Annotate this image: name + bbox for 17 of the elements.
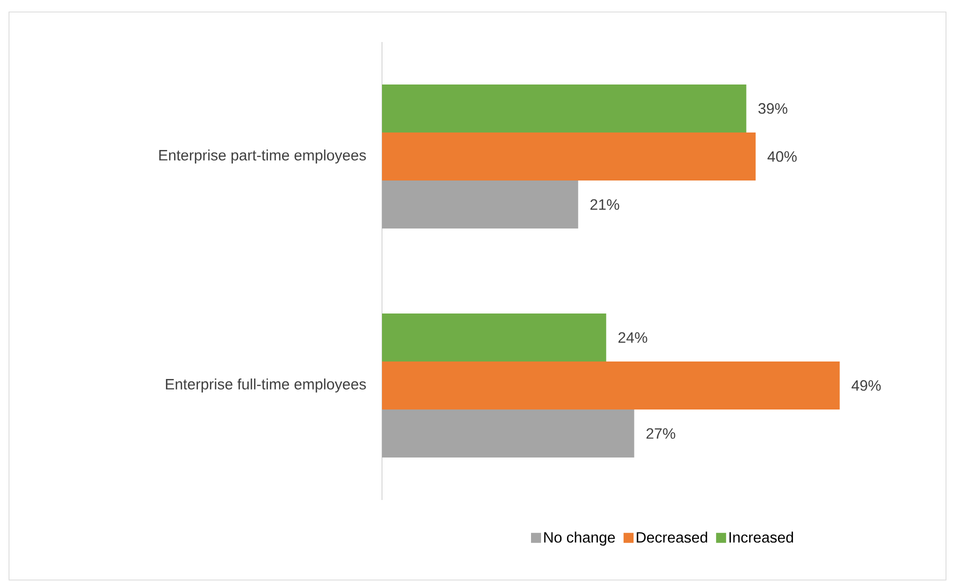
bar bbox=[382, 180, 578, 228]
data-label: 24% bbox=[618, 332, 648, 343]
bar bbox=[382, 313, 606, 362]
data-label: 40% bbox=[768, 151, 797, 162]
y-tick-label: Enterprise full-time employees bbox=[166, 378, 366, 392]
data-label: 39% bbox=[758, 103, 788, 114]
data-label: 49% bbox=[852, 380, 881, 391]
legend-label: Decreased bbox=[636, 532, 708, 543]
legend-label: No change bbox=[544, 532, 615, 546]
data-label: 27% bbox=[646, 428, 676, 439]
bar bbox=[382, 84, 746, 132]
y-tick-label: Enterprise part-time employees bbox=[159, 150, 366, 164]
legend-label: Increased bbox=[729, 532, 793, 543]
data-label: 21% bbox=[590, 199, 620, 210]
bar bbox=[382, 409, 634, 458]
bar bbox=[382, 132, 756, 180]
bar bbox=[382, 361, 840, 410]
